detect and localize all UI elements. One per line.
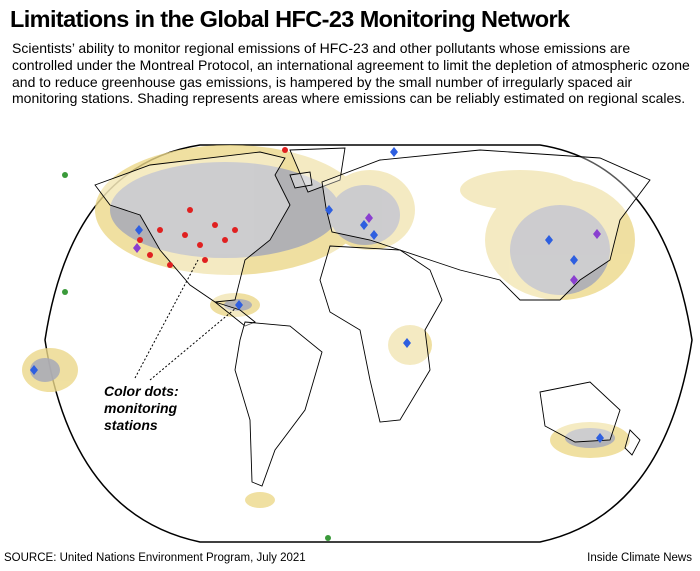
credit: Inside Climate News [587,552,692,564]
annotation-leaders [134,259,237,381]
world-map: Color dots: monitoring stations [22,144,693,543]
annotation-line: stations [104,417,158,433]
stations [30,147,604,541]
title: Limitations in the Global HFC-23 Monitor… [10,6,570,32]
annotation-line: monitoring [104,400,178,416]
annotation-line: Color dots: [104,383,179,399]
source: SOURCE: United Nations Environment Progr… [4,552,306,564]
shading-core [30,162,615,448]
description: Scientists’ ability to monitor regional … [12,40,690,107]
land [94,147,651,487]
